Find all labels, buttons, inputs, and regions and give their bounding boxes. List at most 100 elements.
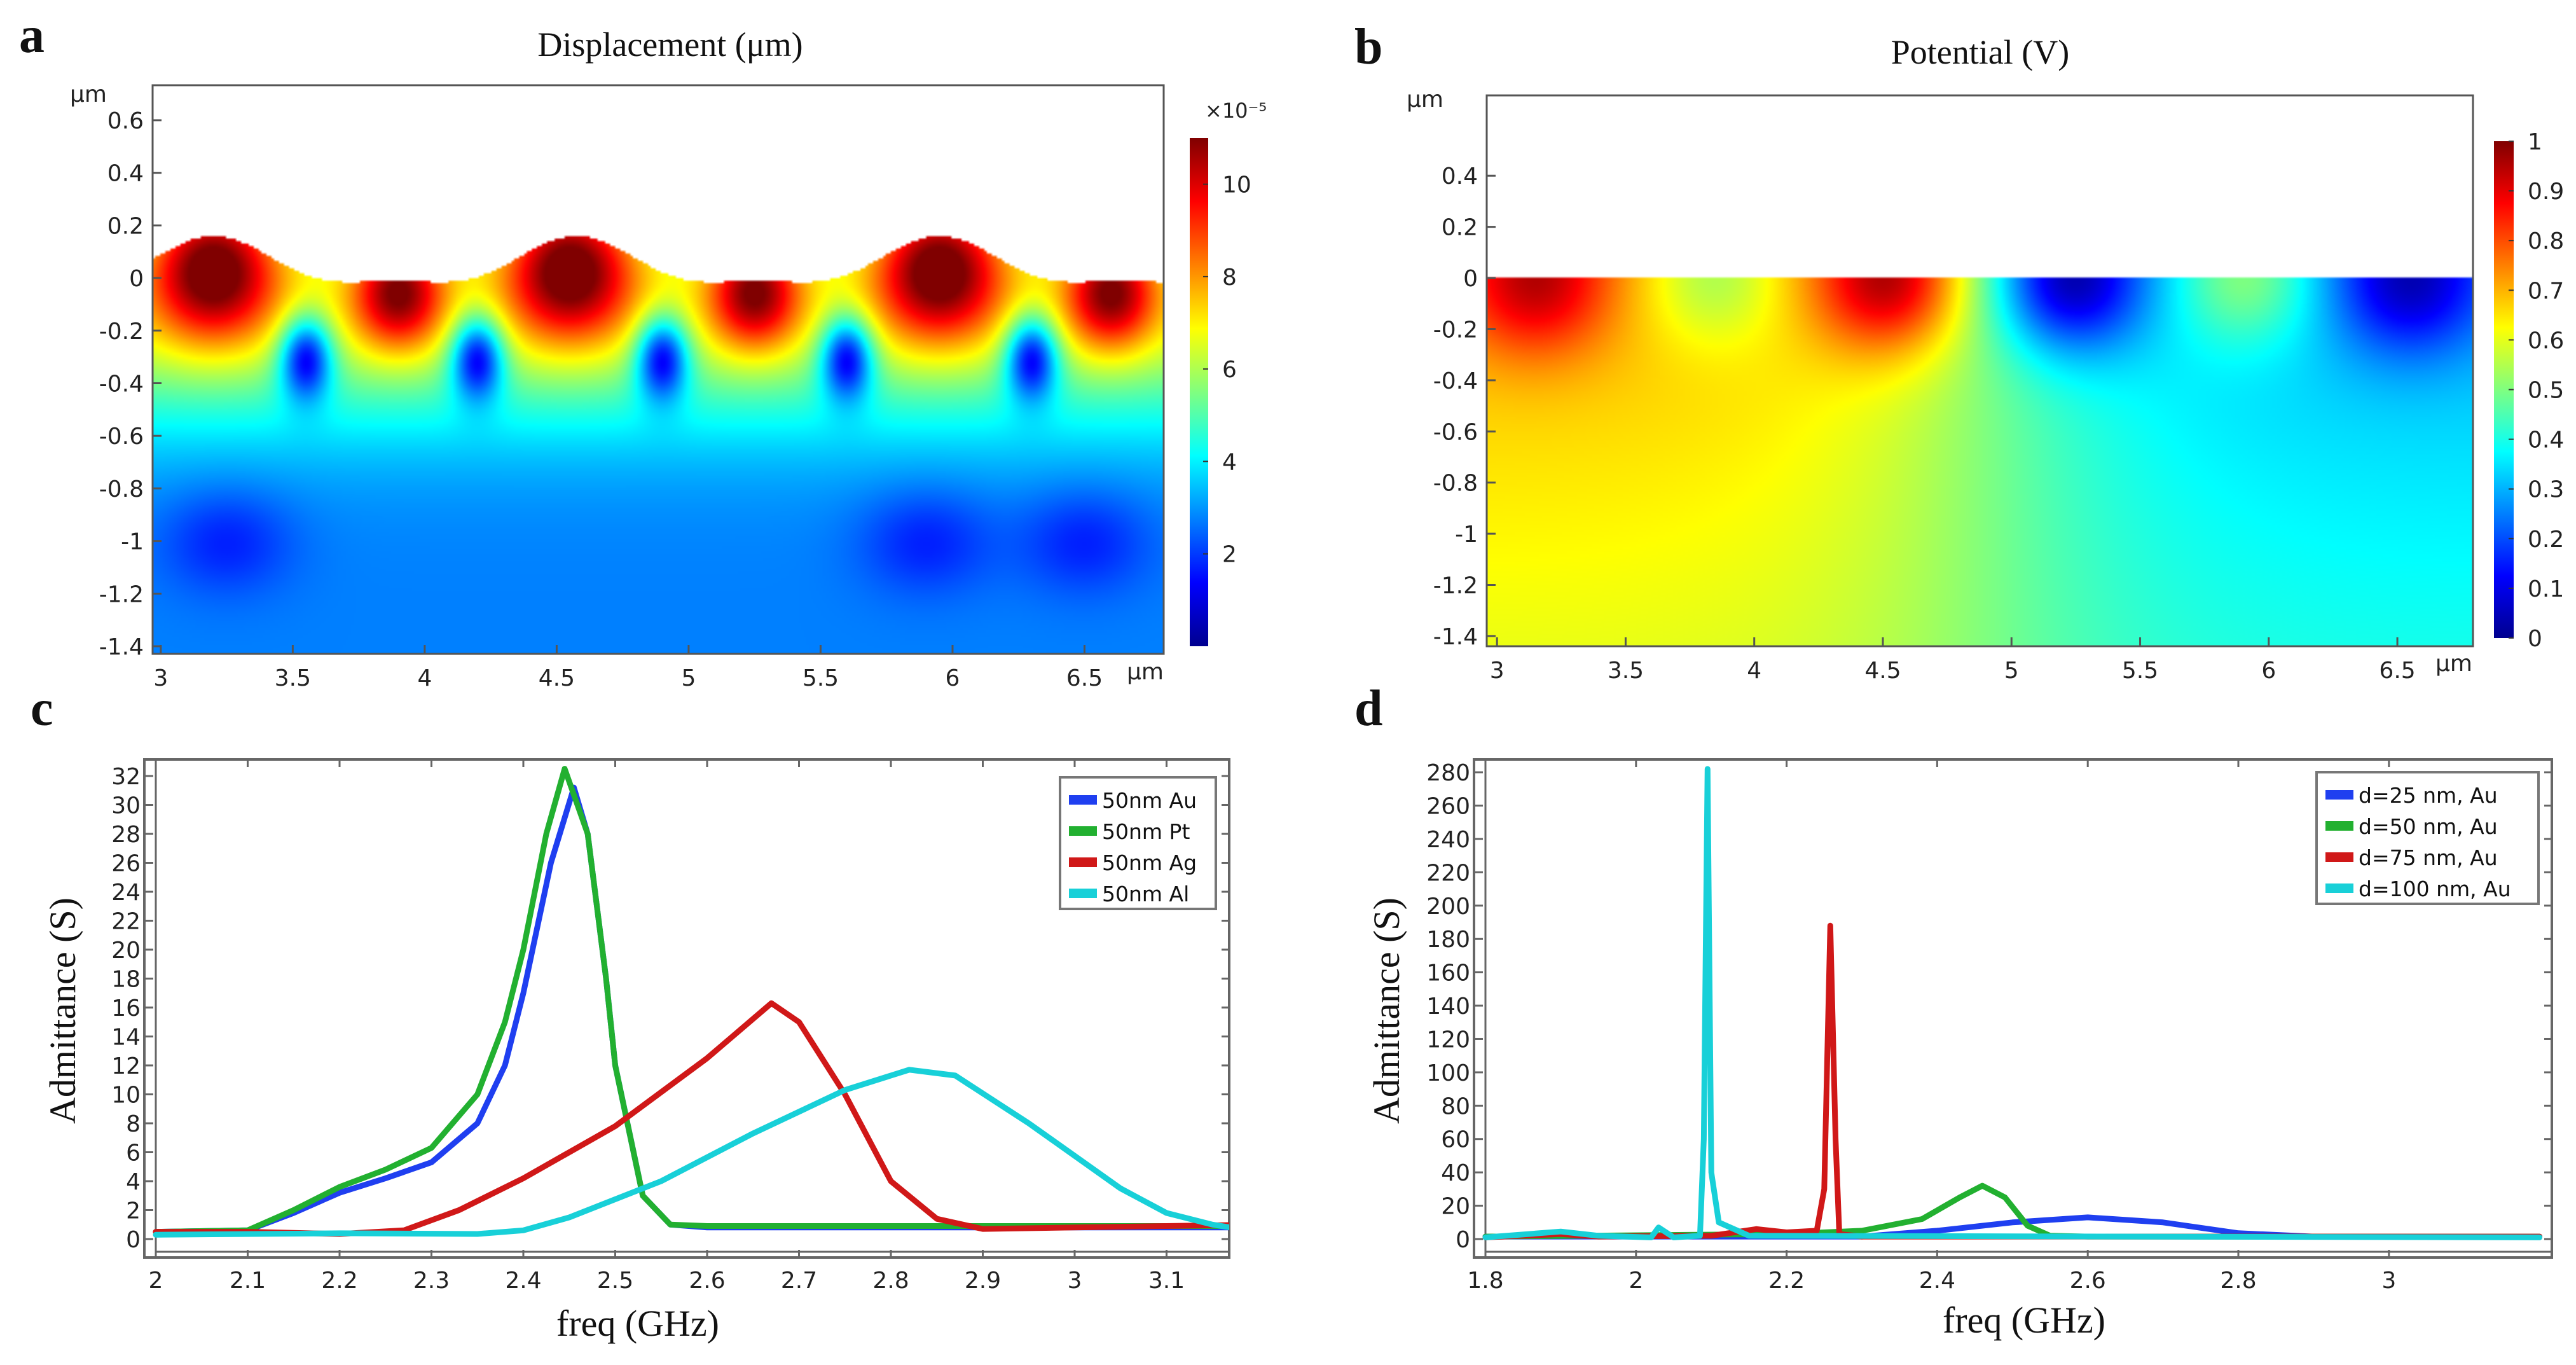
y-tick-label: 220	[1426, 860, 1470, 886]
y-tick-label: -1.2	[99, 581, 144, 607]
x-tick-label: 5	[2004, 658, 2019, 684]
y-tick-label: 14	[111, 1025, 141, 1051]
legend-label: d=25 nm, Au	[2359, 783, 2498, 808]
legend-swatch	[1069, 826, 1097, 836]
colorbar-tick-label: 0.1	[2528, 576, 2564, 602]
y-tick-label: -1.4	[1433, 624, 1478, 650]
y-tick-label: 20	[1441, 1194, 1470, 1220]
y-tick-label: 12	[111, 1053, 141, 1079]
x-tick-label: 2.8	[2220, 1268, 2256, 1294]
y-tick-label: 28	[111, 822, 141, 848]
legend-swatch	[2325, 821, 2353, 831]
x-tick-label: 5.5	[802, 665, 839, 691]
legend-swatch	[2325, 852, 2353, 862]
legend-swatch	[1069, 795, 1097, 805]
y-tick-label: -0.4	[99, 371, 144, 398]
y-tick-label: 20	[111, 938, 141, 964]
colorbar-tick-label: 10	[1222, 172, 1251, 198]
y-tick-label: -1	[121, 529, 144, 555]
heatmap-frame	[151, 84, 1165, 655]
y-tick-label: 0	[126, 1227, 141, 1253]
y-tick-label: 200	[1426, 894, 1470, 920]
legend-box	[2315, 771, 2540, 905]
y-tick-label: 80	[1441, 1093, 1470, 1119]
legend-swatch	[2325, 883, 2353, 893]
y-tick-label: 0.4	[1442, 163, 1478, 190]
x-tick-label: 2.4	[505, 1268, 541, 1294]
x-tick-label: 2.3	[413, 1268, 450, 1294]
x-tick-label: 5	[681, 665, 696, 691]
colorbar-tick-label: 2	[1222, 542, 1237, 568]
x-tick-label: 3	[1490, 658, 1505, 684]
y-tick-label: 26	[111, 851, 141, 877]
colorbar-tick-label: 8	[1222, 265, 1237, 291]
y-tick-label: -0.6	[1433, 419, 1478, 445]
colorbar-tick-label: 0.3	[2528, 477, 2564, 503]
heatmap-a-x-unit: μm	[1127, 659, 1164, 685]
x-tick-label: 6.5	[1066, 665, 1103, 691]
y-tick-label: -0.6	[99, 424, 144, 450]
x-tick-label: 2.2	[321, 1268, 357, 1294]
x-tick-label: 2.9	[965, 1268, 1001, 1294]
panel-letter-d: d	[1354, 681, 1383, 737]
colorbar-tick-label: 0.9	[2528, 179, 2564, 205]
x-tick-label: 3	[153, 665, 168, 691]
x-tick-label: 3.5	[1608, 658, 1644, 684]
y-tick-label: 240	[1426, 827, 1470, 853]
y-tick-label: 60	[1441, 1127, 1470, 1153]
y-tick-label: -0.2	[1433, 317, 1478, 343]
heatmap-b-y-unit: μm	[1407, 87, 1443, 113]
x-tick-label: 2.5	[597, 1268, 633, 1294]
legend-swatch	[1069, 889, 1097, 898]
x-tick-label: 1.8	[1467, 1268, 1503, 1294]
legend-label: d=50 nm, Au	[2359, 814, 2498, 839]
x-tick-label: 2.4	[1919, 1268, 1955, 1294]
legend-label: d=75 nm, Au	[2359, 845, 2498, 870]
heatmap-a-title: Displacement (μm)	[537, 25, 802, 64]
y-tick-label: 280	[1426, 760, 1470, 786]
y-tick-label: 0	[1463, 266, 1478, 292]
y-tick-label: 0	[129, 266, 144, 292]
y-tick-label: 0.2	[1442, 215, 1478, 241]
legend-swatch	[1069, 857, 1097, 867]
colorbar-tick-label: 0	[2528, 626, 2542, 652]
legend-label: 50nm Pt	[1102, 819, 1190, 844]
y-tick-label: 0	[1456, 1227, 1470, 1253]
colorbar-tick-label: 0.8	[2528, 228, 2564, 254]
x-tick-label: 5.5	[2122, 658, 2158, 684]
y-tick-label: 16	[111, 995, 141, 1022]
y-tick-label: 6	[126, 1140, 141, 1167]
colorbar-a-exponent: ×10⁻⁵	[1205, 99, 1267, 123]
colorbar-tick-label: 0.6	[2528, 328, 2564, 354]
x-tick-label: 2	[1629, 1268, 1643, 1294]
heatmap-b-x-unit: μm	[2435, 651, 2472, 677]
x-tick-label: 3.1	[1148, 1268, 1185, 1294]
y-tick-label: 32	[111, 764, 141, 790]
series-line-50nm-al	[153, 1067, 1229, 1238]
x-tick-label: 4	[417, 665, 432, 691]
y-tick-label: 2	[126, 1198, 141, 1224]
legend-label: 50nm Au	[1102, 788, 1197, 813]
displacement-heatmap	[153, 85, 1164, 654]
y-tick-label: -1	[1455, 522, 1478, 548]
y-tick-label: 140	[1426, 994, 1470, 1020]
y-tick-label: 180	[1426, 927, 1470, 953]
y-tick-label: 18	[111, 967, 141, 993]
heatmap-frame	[1485, 94, 2474, 648]
colorbar-tick-label: 4	[1222, 449, 1237, 475]
heatmap-b-title: Potential (V)	[1891, 33, 2069, 71]
legend-swatch	[2325, 790, 2353, 800]
y-tick-label: 8	[126, 1111, 141, 1137]
x-tick-label: 3.5	[275, 665, 311, 691]
y-tick-label: -0.2	[99, 319, 144, 345]
chart-c-ylabel: Admittance (S)	[42, 897, 83, 1124]
y-tick-label: 0.6	[107, 108, 144, 134]
y-tick-label: 22	[111, 909, 141, 935]
y-tick-label: 40	[1441, 1160, 1470, 1186]
x-tick-label: 2.8	[872, 1268, 909, 1294]
y-tick-label: 4	[126, 1169, 141, 1195]
y-tick-label: -0.8	[99, 476, 144, 502]
y-tick-label: 100	[1426, 1060, 1470, 1086]
legend-label: 50nm Al	[1102, 882, 1189, 906]
